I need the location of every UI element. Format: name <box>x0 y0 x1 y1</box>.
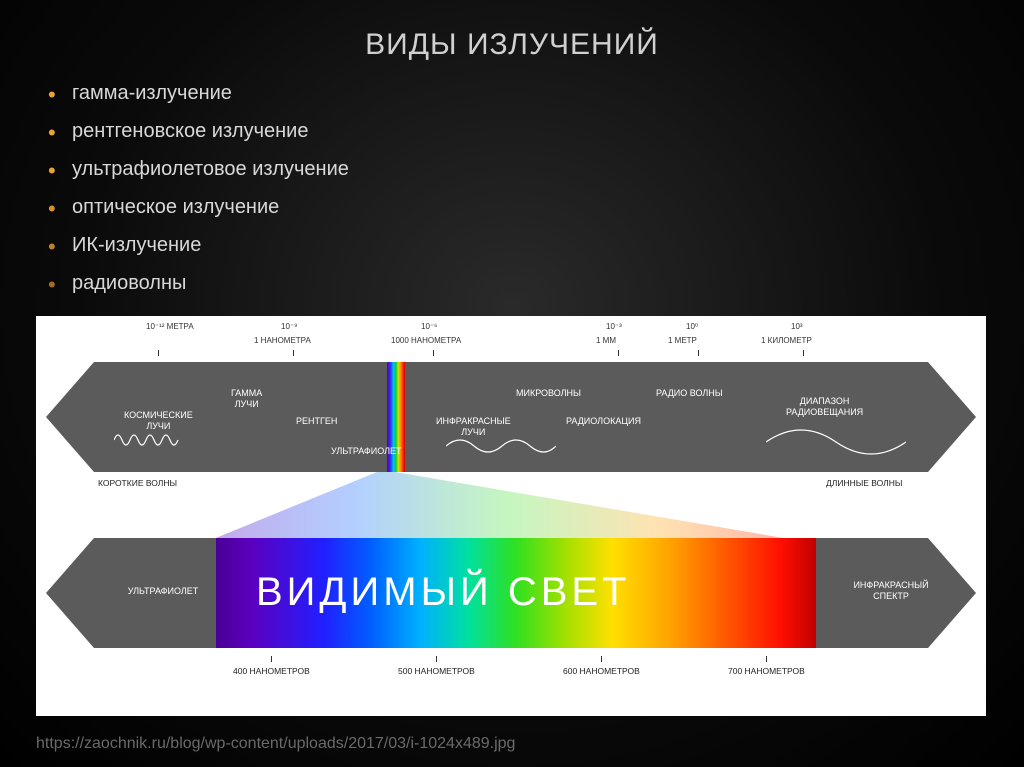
upper-arrow: КОСМИЧЕСКИЕЛУЧИ ГАММАЛУЧИ РЕНТГЕН УЛЬТРАФИО… <box>46 362 976 472</box>
lower-arrow: УЛЬТРАФИОЛЕТ ИНФРАКРАСНЫЙСПЕКТР ВИДИМЫЙ … <box>46 538 976 648</box>
slide-title: ВИДЫ ИЗЛУЧЕНИЙ <box>0 0 1024 74</box>
long-wave-icon <box>766 424 906 460</box>
scale-unit-label: 1 КИЛОМЕТР <box>761 336 812 345</box>
list-item: ультрафиолетовое излучение <box>48 150 1024 188</box>
nm-scale-label: 600 НАНОМЕТРОВ <box>563 666 640 676</box>
top-scale: 10⁻¹² МЕТРА 10⁻⁹ 10⁻⁶ 10⁻³ 10⁰ 10³ 1 НАНОМЕТРА… <box>36 320 986 360</box>
short-wave-icon <box>114 430 184 450</box>
scale-exponent: 10⁻¹² МЕТРА <box>146 322 194 331</box>
bullet-list: гамма-излучение рентгеновское излучение … <box>0 74 1024 302</box>
arrow-head-left-icon <box>46 362 94 472</box>
spectrum-region-label: РЕНТГЕН <box>296 416 337 427</box>
spectrum-region-label: КОСМИЧЕСКИЕЛУЧИ <box>124 410 193 432</box>
spectrum-diagram: 10⁻¹² МЕТРА 10⁻⁹ 10⁻⁶ 10⁻³ 10⁰ 10³ 1 НАНОМЕТРА… <box>36 316 986 716</box>
bottom-scale: 400 НАНОМЕТРОВ 500 НАНОМЕТРОВ 600 НАНОМЕТР… <box>36 656 986 696</box>
scale-exponent: 10⁻³ <box>606 322 622 331</box>
scale-unit-label: 1 ММ <box>596 336 616 345</box>
mid-wave-icon <box>446 434 556 458</box>
list-item: оптическое излучение <box>48 188 1024 226</box>
spectrum-region-label: ГАММАЛУЧИ <box>231 388 262 410</box>
short-waves-label: КОРОТКИЕ ВОЛНЫ <box>98 478 177 488</box>
spectrum-region-label: РАДИО ВОЛНЫ <box>656 388 723 399</box>
nm-scale-label: 400 НАНОМЕТРОВ <box>233 666 310 676</box>
spectrum-region-label: РАДИОЛОКАЦИЯ <box>566 416 641 427</box>
spectrum-region-label: ИНФРАКРАСНЫЕЛУЧИ <box>436 416 511 438</box>
scale-exponent: 10³ <box>791 322 803 331</box>
nm-scale-label: 700 НАНОМЕТРОВ <box>728 666 805 676</box>
nm-scale-label: 500 НАНОМЕТРОВ <box>398 666 475 676</box>
scale-unit-label: 1 МЕТР <box>668 336 697 345</box>
list-item: радиоволны <box>48 264 1024 302</box>
list-item: гамма-излучение <box>48 74 1024 112</box>
uv-label: УЛЬТРАФИОЛЕТ <box>118 586 208 597</box>
arrow-head-left-icon <box>46 538 94 648</box>
spectrum-region-label: УЛЬТРАФИОЛЕТ <box>331 446 402 457</box>
spectrum-cone <box>377 472 807 542</box>
ir-label: ИНФРАКРАСНЫЙСПЕКТР <box>836 580 946 602</box>
scale-unit-label: 1 НАНОМЕТРА <box>254 336 311 345</box>
scale-unit-label: 1000 НАНОМЕТРА <box>391 336 461 345</box>
list-item: ИК-излучение <box>48 226 1024 264</box>
long-waves-label: ДЛИННЫЕ ВОЛНЫ <box>826 478 902 488</box>
arrow-head-right-icon <box>928 362 976 472</box>
scale-exponent: 10⁻⁶ <box>421 322 437 331</box>
visible-light-title: ВИДИМЫЙ СВЕТ <box>256 570 631 615</box>
spectrum-region-label: МИКРОВОЛНЫ <box>516 388 581 399</box>
scale-exponent: 10⁰ <box>686 322 698 331</box>
spectrum-region-label: ДИАПАЗОНРАДИОВЕЩАНИЯ <box>786 396 863 418</box>
list-item: рентгеновское излучение <box>48 112 1024 150</box>
scale-exponent: 10⁻⁹ <box>281 322 298 331</box>
source-url: https://zaochnik.ru/blog/wp-content/uplo… <box>36 735 515 753</box>
